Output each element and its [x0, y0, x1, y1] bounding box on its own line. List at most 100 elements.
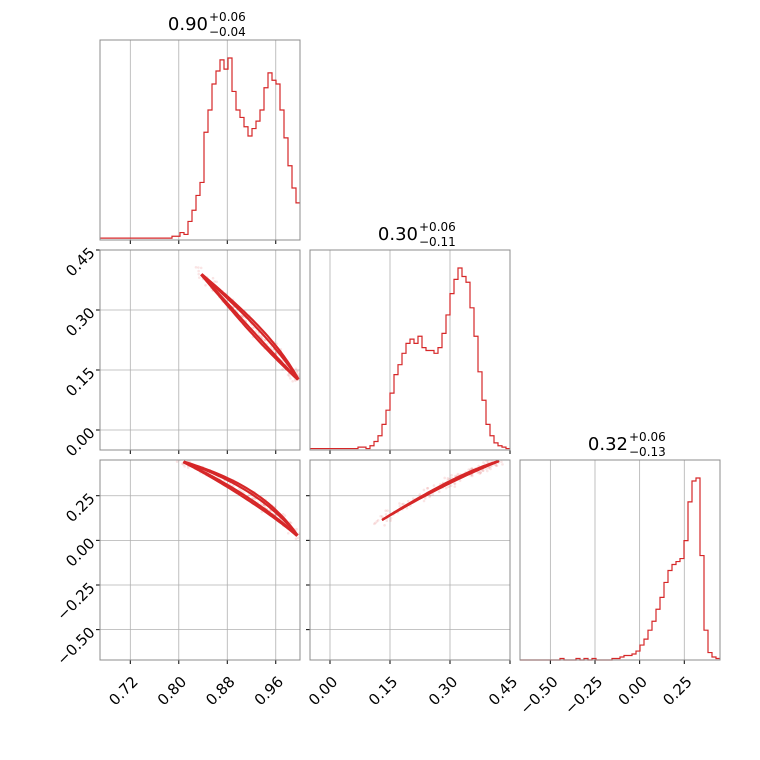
sample-point — [184, 457, 187, 460]
title-plus: +0.06 — [209, 10, 246, 24]
contour-line — [183, 460, 299, 537]
sample-point — [295, 370, 298, 374]
sample-point — [486, 460, 490, 464]
sample-point — [274, 351, 278, 354]
sample-point — [289, 521, 293, 525]
x-tick-label: 0.96 — [251, 673, 287, 709]
title-value: 0.32 — [588, 434, 628, 455]
sample-point — [453, 485, 457, 488]
sample-point — [286, 531, 290, 535]
sample-point — [197, 266, 200, 269]
panel-frame — [309, 459, 511, 661]
histogram-panel-1 — [309, 249, 511, 454]
sample-point — [283, 514, 287, 517]
sample-point — [470, 473, 474, 477]
title-plus: +0.06 — [629, 430, 666, 444]
sample-point — [484, 467, 488, 471]
sample-point — [211, 276, 215, 280]
title-minus: −0.04 — [209, 25, 246, 39]
scatter-panel-yz — [306, 454, 511, 664]
sample-point — [491, 457, 494, 460]
panel-frame — [309, 249, 511, 451]
title-minus: −0.13 — [629, 445, 666, 459]
sample-point — [241, 315, 245, 318]
sample-point — [458, 479, 462, 482]
sample-point — [260, 510, 264, 514]
sample-point — [485, 469, 489, 473]
sample-point — [476, 471, 479, 474]
sample-point — [456, 472, 460, 476]
x-tick-label: 0.80 — [154, 673, 190, 709]
sample-point — [429, 493, 432, 497]
sample-point — [496, 454, 499, 457]
sample-point — [263, 504, 267, 508]
sample-point — [294, 367, 298, 371]
x-tick-labels: 0.72 0.80 0.88 0.96 0.00 0.15 0.30 0.45−0.50 −0.… — [105, 673, 695, 718]
sample-point — [215, 280, 218, 284]
sample-point — [500, 460, 503, 464]
sample-point — [389, 519, 392, 522]
contour-line — [182, 460, 298, 537]
scatter-panel-xy — [96, 249, 301, 454]
sample-point — [411, 497, 415, 500]
title-value: 0.90 — [168, 14, 208, 35]
sample-point — [426, 486, 430, 490]
sample-point — [481, 469, 485, 472]
sample-point — [297, 373, 300, 376]
y-tick-label: −0.50 — [53, 623, 98, 668]
sample-point — [296, 536, 300, 539]
sample-point — [385, 519, 389, 523]
sample-point — [450, 473, 453, 477]
sample-point — [405, 506, 409, 510]
sample-point — [197, 276, 201, 279]
contour-line — [183, 460, 299, 537]
panel-frame — [99, 39, 301, 241]
sample-point — [383, 524, 386, 527]
sample-point — [375, 520, 379, 523]
sample-point — [402, 502, 405, 506]
sample-point — [423, 497, 427, 500]
x-tick-label: 0.00 — [305, 673, 341, 709]
panel-title-2: 0.32 +0.06−0.13 — [588, 430, 666, 459]
sample-point — [373, 522, 376, 526]
sample-point — [494, 463, 497, 467]
sample-point — [260, 335, 264, 338]
sample-point — [199, 266, 203, 270]
sample-point — [453, 474, 457, 478]
x-tick-label: −0.50 — [516, 673, 561, 718]
panel-title-1: 0.30 +0.06−0.11 — [378, 220, 456, 249]
sample-point — [494, 464, 498, 468]
sample-point — [389, 516, 393, 520]
sample-point — [479, 471, 482, 475]
x-tick-label: 0.88 — [202, 673, 238, 709]
sample-point — [495, 464, 499, 467]
sample-point — [274, 352, 278, 355]
sample-point — [294, 379, 297, 382]
sample-point — [254, 330, 258, 333]
y-tick-label: 0.30 — [62, 304, 98, 340]
histogram-1 — [310, 267, 510, 450]
sample-point — [374, 521, 377, 525]
sample-point — [291, 379, 294, 383]
sample-point — [446, 476, 450, 480]
sample-point — [376, 518, 380, 522]
sample-point — [183, 465, 186, 468]
sample-point — [281, 512, 285, 516]
sample-point — [294, 537, 298, 541]
sample-point — [384, 513, 388, 516]
sample-point — [449, 484, 453, 487]
sample-point — [432, 484, 436, 487]
x-tick-label: 0.30 — [425, 673, 461, 709]
sample-point — [437, 490, 441, 493]
sample-point — [431, 492, 435, 496]
x-tick-label: 0.00 — [615, 673, 651, 709]
scatter-panel-xz — [96, 457, 301, 664]
y-tick-label: 0.00 — [62, 534, 98, 570]
sample-point — [406, 499, 410, 503]
y-tick-labels: 0.00 0.15 0.30 0.45 −0.50−0.25 0.00 0.25 — [53, 244, 98, 669]
sample-point — [422, 488, 426, 492]
sample-point — [241, 315, 245, 319]
sample-point — [281, 368, 284, 371]
sample-point — [426, 486, 429, 490]
y-tick-label: 0.25 — [62, 490, 98, 526]
